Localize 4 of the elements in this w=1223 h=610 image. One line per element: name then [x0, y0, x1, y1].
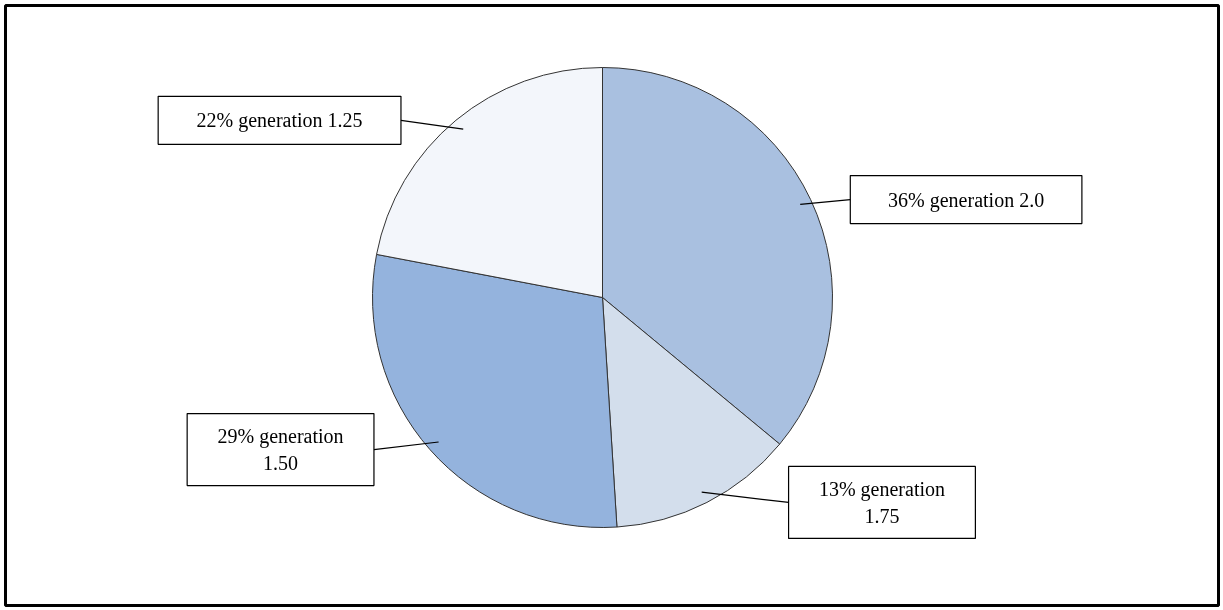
slice-label: 22% generation 1.25	[196, 109, 363, 133]
slice-label: 36% generation 2.0	[888, 188, 1045, 212]
slice-label: 13% generation 1.75	[818, 478, 946, 527]
slice-label: 29% generation 1.50	[217, 425, 344, 474]
